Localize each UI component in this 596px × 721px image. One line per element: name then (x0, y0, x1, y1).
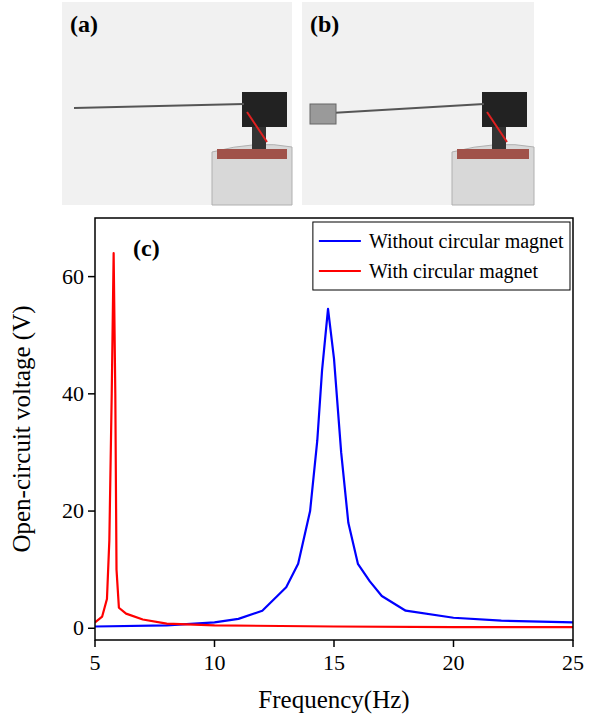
beam (314, 104, 484, 114)
panel-label: (c) (133, 235, 160, 261)
shaker (452, 144, 534, 205)
panel-label: (a) (70, 11, 98, 37)
x-tick (214, 640, 216, 647)
x-tick-label: 10 (204, 650, 226, 675)
wire (247, 112, 267, 142)
legend-label: Without circular magnet (369, 230, 564, 253)
tip-magnet (310, 104, 336, 124)
x-tick (572, 640, 574, 647)
shaker-top (457, 149, 529, 159)
photo-panel: (a) (62, 2, 292, 205)
photo-panel: (b) (302, 2, 534, 205)
panel-label: (b) (310, 11, 339, 37)
y-tick (88, 510, 95, 512)
x-tick (453, 640, 455, 647)
shaker (212, 144, 292, 205)
shaker-top (217, 149, 287, 159)
photo-background (302, 2, 534, 205)
y-axis-title: Open-circuit voltage (V) (8, 305, 36, 552)
wire (487, 112, 507, 142)
legend-swatch (319, 270, 361, 272)
figure: (a) (b) 5 10 15 20 25 0 20 40 60 Frequency(Hz) Open-… (0, 0, 596, 721)
series-line (95, 253, 573, 627)
y-tick-label: 20 (62, 498, 84, 523)
plot-frame (95, 218, 573, 640)
x-tick-label: 15 (323, 650, 345, 675)
y-tick-label: 40 (62, 381, 84, 406)
series-line (95, 309, 573, 627)
x-tick (333, 640, 335, 647)
y-tick-label: 0 (73, 615, 84, 640)
x-tick-label: 20 (443, 650, 465, 675)
y-tick-label: 60 (62, 264, 84, 289)
plot-area (95, 253, 573, 627)
x-tick-label: 25 (562, 650, 584, 675)
clamp (242, 92, 287, 127)
legend-label: With circular magnet (369, 260, 539, 283)
legend-swatch (319, 240, 361, 242)
y-tick (88, 393, 95, 395)
x-axis-title: Frequency(Hz) (258, 686, 409, 714)
y-tick (88, 628, 95, 630)
y-tick (88, 276, 95, 278)
photo-background (62, 2, 292, 205)
legend-box (313, 222, 570, 290)
clamp (482, 92, 527, 127)
beam (74, 104, 244, 108)
legend: Without circular magnet With circular mag… (313, 222, 570, 290)
x-tick (94, 640, 96, 647)
x-tick-label: 5 (90, 650, 101, 675)
